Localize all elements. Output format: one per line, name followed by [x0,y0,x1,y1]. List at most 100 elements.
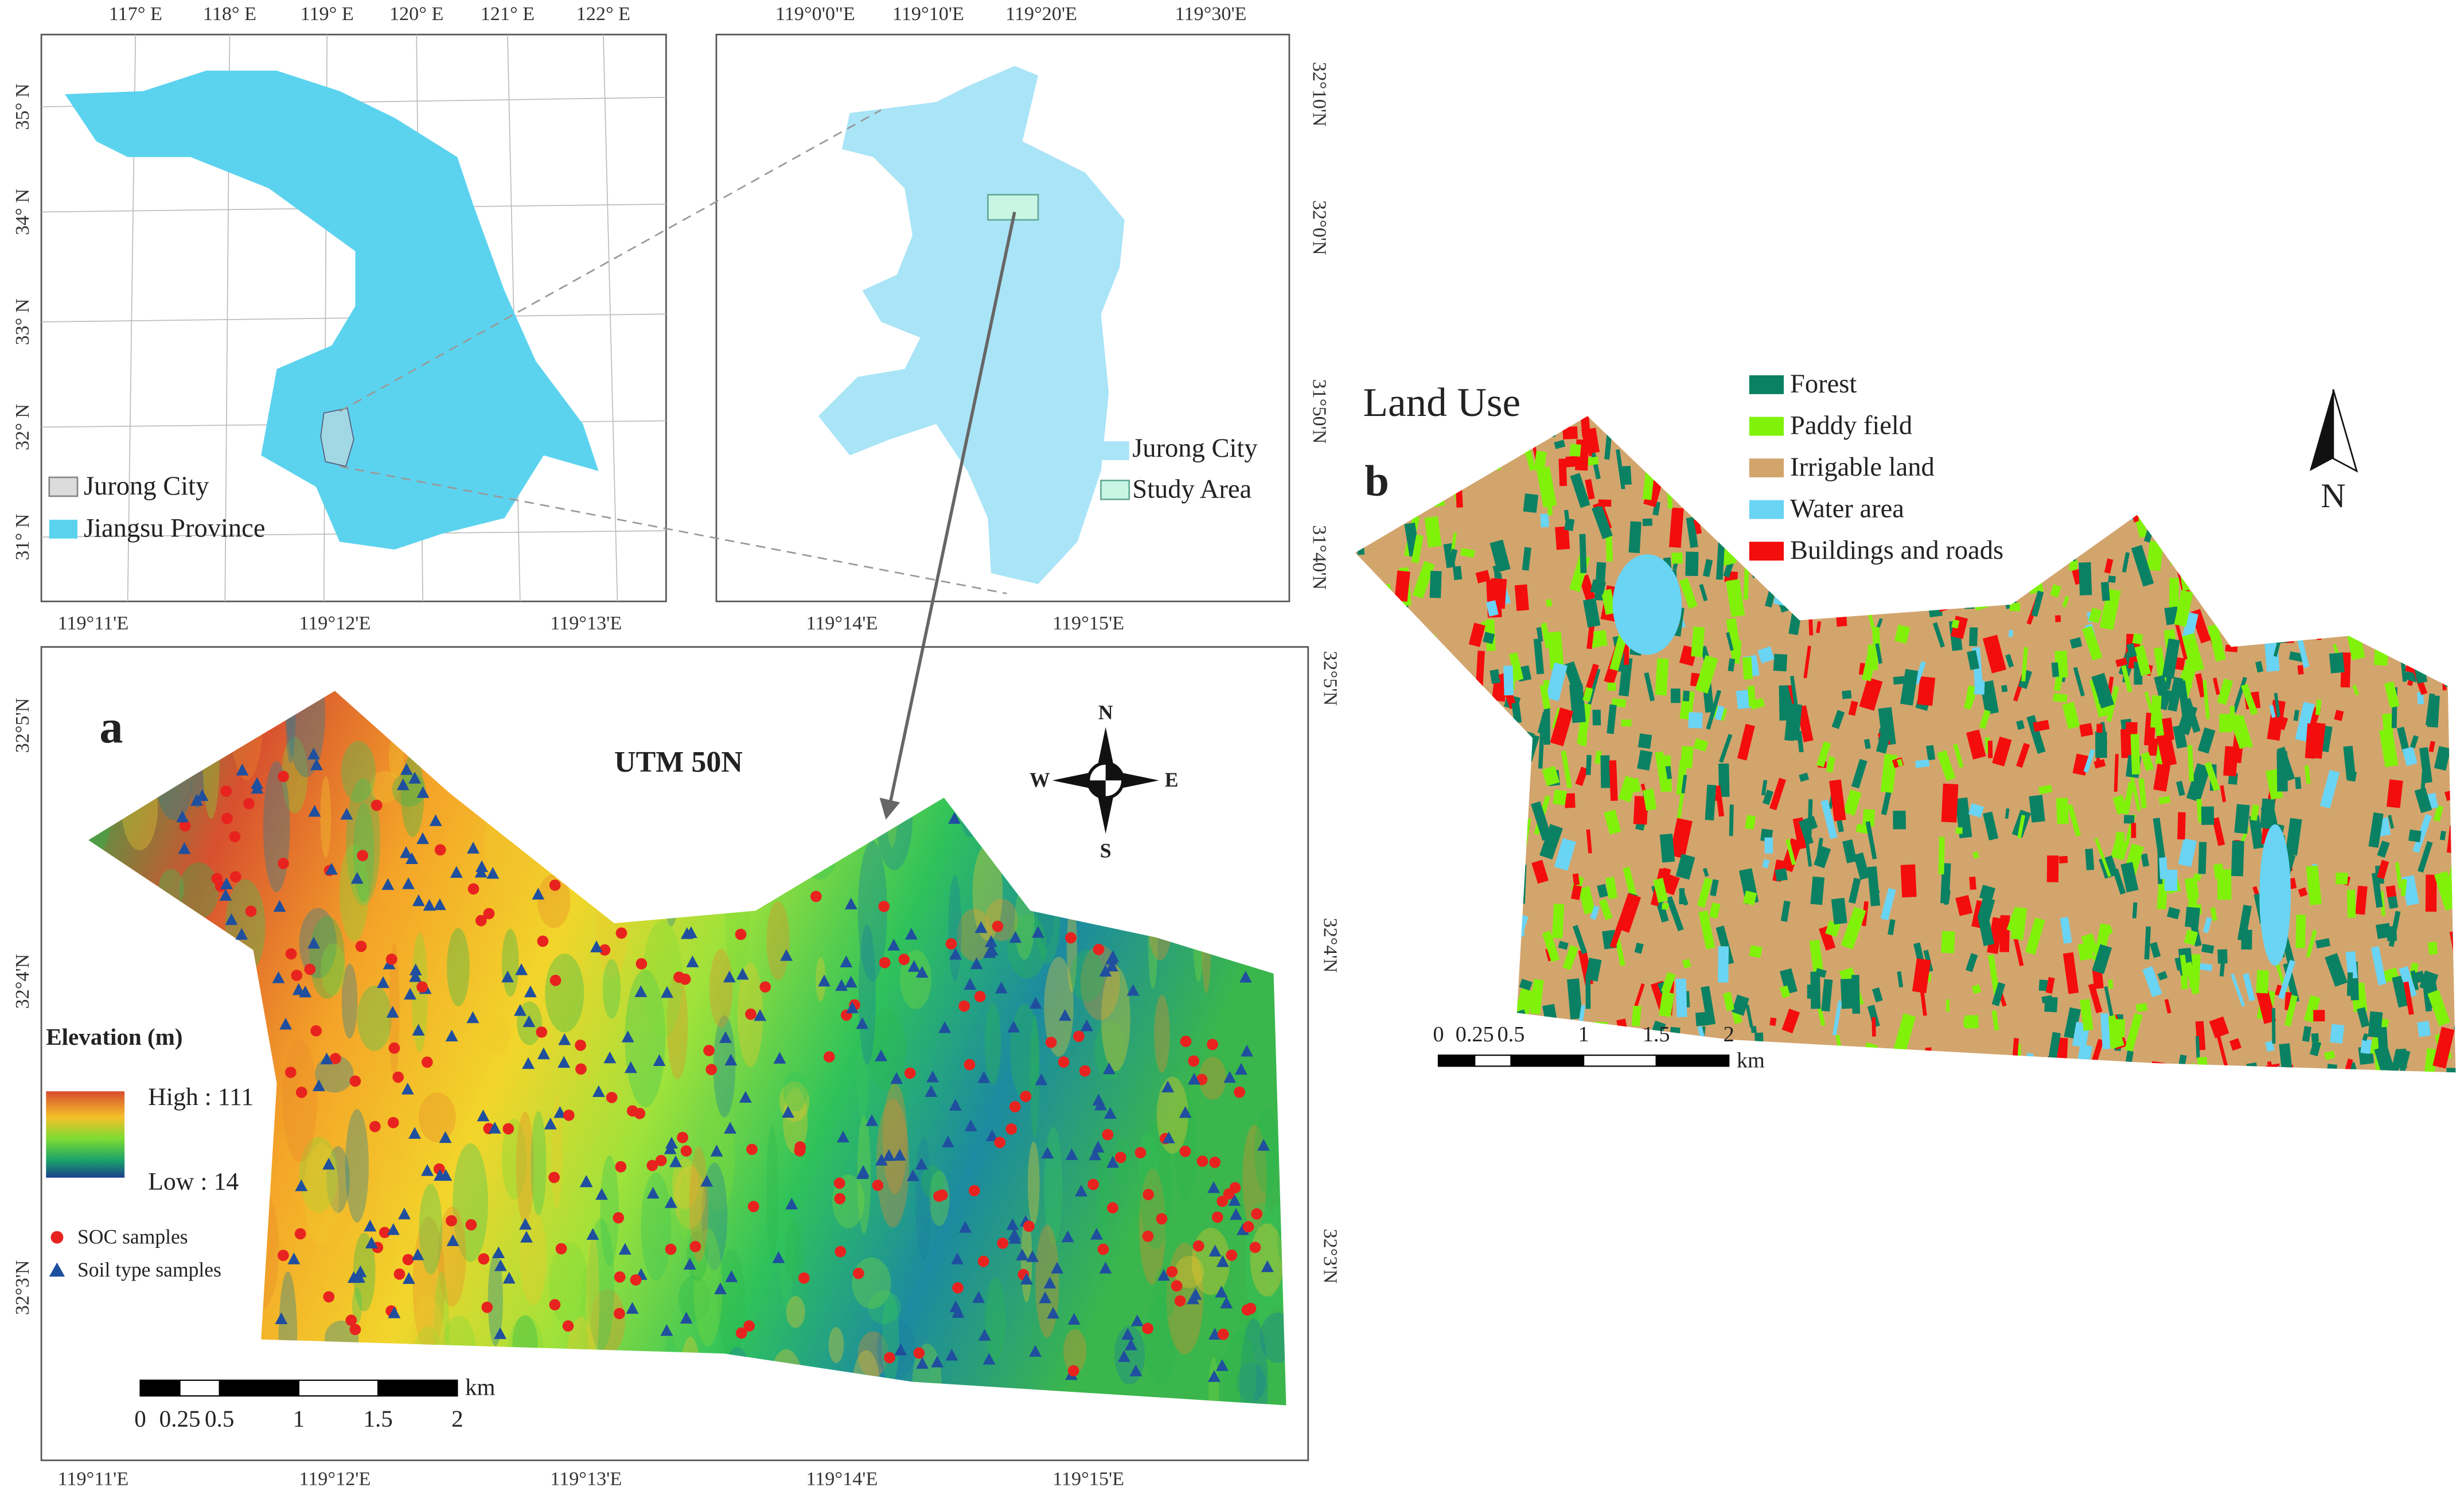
soc-sample [933,1190,945,1202]
land-use-patch [2200,527,2216,538]
land-use-patch [2193,873,2202,882]
terrain-patch [232,1062,272,1174]
frame [40,33,667,602]
terrain-patch [1179,870,1192,905]
soil-sample [926,1070,939,1083]
terrain-patch [598,793,621,842]
jurong-shape [818,65,1125,585]
land-use-patch [1628,521,1642,554]
lat-label: 35° N [12,84,33,130]
land-use-patch [2397,442,2412,458]
terrain-patch [377,1159,397,1281]
soil-sample [377,976,389,989]
legend-label: Study Area [1132,474,1252,504]
land-use-patch [1460,955,1472,972]
land-use-patch [2351,441,2364,450]
soil-sample [421,1164,434,1176]
land-use-patch [2167,676,2184,712]
land-use-patch [2037,448,2054,472]
land-use-patch [1364,914,1378,927]
land-use-patch [2433,805,2443,822]
land-use-patch [1358,960,1374,974]
land-use-patch [1644,672,1655,702]
terrain-patch [680,1174,689,1240]
land-use-patch [2038,1056,2057,1073]
land-use-patch [1358,984,1365,997]
land-use-patch [2446,462,2456,482]
land-use-patch [2336,581,2353,609]
terrain-patch [113,1060,127,1094]
soil-sample [1099,964,1112,977]
land-use-patch [1385,882,1398,901]
land-use-patch [1542,1067,1558,1073]
soil-sample [1207,1181,1221,1193]
land-use-patch [1523,1068,1531,1073]
land-use-patch [1412,1006,1424,1036]
soil-sample [1041,1146,1054,1159]
land-use-patch [1380,1034,1391,1044]
land-use-patch [2009,487,2028,516]
lon-label: 119°20'E [1005,3,1077,25]
land-use-patch [2202,917,2212,933]
land-use-patch [2310,1040,2322,1057]
land-use-patch [2199,963,2213,971]
soc-sample [357,850,369,862]
legend-swatch [1749,500,1784,519]
land-use-patch [2278,959,2296,999]
land-use-patch [2377,493,2392,509]
land-use-patch [1803,645,1811,679]
soc-sample [465,1219,477,1231]
terrain-patch [369,771,400,803]
soil-sample [477,1109,490,1122]
land-use-patch [2201,944,2215,954]
land-use-patch [1698,910,1716,950]
land-use-patch [1514,818,1526,834]
soil-sample [1129,1364,1143,1376]
land-use-patch [1810,971,1821,1009]
land-use-patch [1425,851,1438,880]
soc-sample [575,1040,586,1051]
land-use-patch [2355,885,2368,915]
land-use-patch [1424,839,1433,851]
land-use-patch [2256,970,2269,994]
terrain-patch [793,691,814,744]
land-use-patch [2093,508,2110,523]
lon-label: 122° E [576,3,630,25]
land-use-patch [1417,1059,1433,1073]
soil-sample [970,957,983,970]
land-use-patch [2362,1033,2369,1041]
land-use-patch [2121,665,2132,692]
land-use-patch [2141,752,2154,772]
land-use-patch [1718,763,1730,797]
land-use-patch [1399,676,1410,690]
soil-sample [894,1343,907,1356]
land-use-patch [2112,1071,2127,1073]
land-use-patch [2346,889,2356,918]
soil-sample [1130,1314,1144,1326]
land-use-patch [2079,723,2093,737]
land-use-patch [2184,962,2200,995]
land-use-patch [2122,552,2130,573]
soil-sample [409,970,422,982]
land-use-patch [1452,566,1463,581]
land-use-patch [1408,851,1417,882]
soc-sample [555,1243,567,1255]
land-use-patch [2250,804,2259,821]
land-use-patch [1726,632,1734,651]
land-use-patch [1775,868,1788,882]
terrain-patch [951,691,962,795]
land-use-patch [1590,579,1607,595]
land-use-patch [2191,528,2204,554]
land-use-patch [2323,1050,2336,1060]
soil-sample [723,970,736,983]
land-use-patch [2424,542,2440,569]
terrain-patch [419,1092,456,1142]
terrain-patch [357,985,392,1051]
land-use-patch [1725,579,1745,617]
land-use-patch [2256,989,2276,1024]
land-use-patch [1697,877,1713,908]
terrain-patch [303,1143,339,1247]
land-use-patch [2450,678,2456,707]
land-use-patch [1404,729,1414,762]
land-use-patch [2326,532,2336,570]
